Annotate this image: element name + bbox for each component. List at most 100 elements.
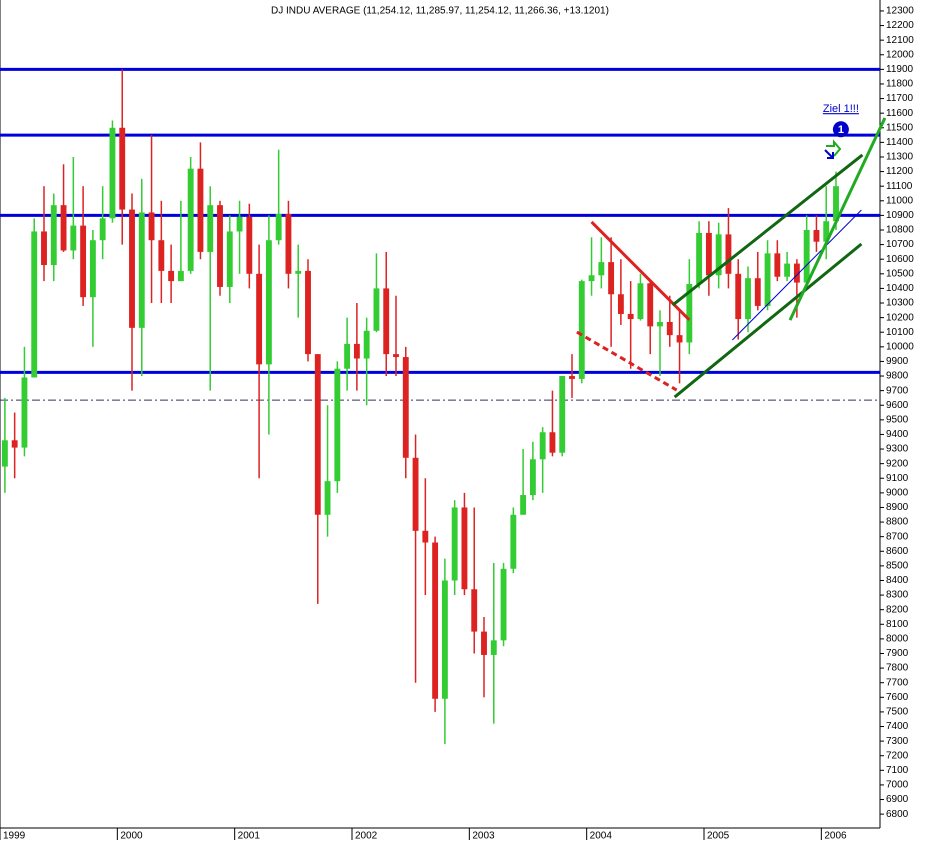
candle-body (647, 283, 654, 327)
y-tick-label: 11300 (886, 152, 914, 163)
candle-body (256, 273, 263, 365)
candle-body (119, 127, 126, 210)
y-tick-label: 9300 (886, 444, 909, 455)
y-tick-label: 7700 (886, 677, 909, 688)
candle-body (402, 357, 409, 458)
candle-body (314, 354, 321, 515)
x-tick-label: 2001 (238, 831, 261, 842)
candle-body (441, 580, 448, 699)
y-tick-label: 8600 (886, 546, 909, 557)
candle-body (383, 288, 390, 355)
candle-body (373, 288, 380, 331)
candle-body (50, 205, 57, 266)
y-tick-label: 6800 (886, 809, 909, 820)
candle-body (461, 507, 468, 590)
candle-body (813, 230, 820, 242)
y-tick-label: 11800 (886, 79, 914, 90)
candle-body (471, 589, 478, 632)
y-tick-label: 10300 (886, 298, 914, 309)
candle-body (754, 278, 761, 306)
candle-body (823, 221, 830, 242)
y-tick-label: 11000 (886, 195, 914, 206)
candle-body (598, 262, 605, 276)
y-tick-label: 10200 (886, 312, 914, 323)
candle-body (608, 262, 615, 295)
y-tick-label: 6900 (886, 794, 909, 805)
candle-body (500, 568, 507, 641)
candle-body (725, 234, 732, 274)
candle-body (422, 530, 429, 543)
candle-body (676, 335, 683, 343)
x-tick-label: 2004 (590, 831, 613, 842)
candle-body (529, 459, 536, 496)
candle-body (735, 273, 742, 320)
y-tick-label: 10400 (886, 283, 914, 294)
candle-body (715, 234, 722, 276)
y-tick-label: 11700 (886, 93, 914, 104)
candle-body (295, 270, 302, 274)
candle-body (774, 253, 781, 277)
trend-line (671, 153, 864, 307)
y-tick-label: 7300 (886, 736, 909, 747)
candle-body (696, 232, 703, 285)
candle-body (305, 270, 311, 355)
arrow-icon (824, 139, 842, 159)
candle-body (578, 281, 585, 379)
y-tick-label: 11500 (886, 122, 914, 133)
candle-body (784, 263, 791, 277)
y-tick-label: 9400 (886, 429, 909, 440)
candle-body (745, 278, 751, 320)
x-tick-label: 2006 (824, 831, 847, 842)
candle-body (11, 440, 18, 448)
candle-body (705, 232, 712, 276)
candle-body (129, 209, 135, 328)
y-tick-label: 9600 (886, 400, 909, 411)
candle-body (432, 542, 439, 699)
candle-body (559, 376, 566, 453)
y-tick-label: 11400 (886, 137, 914, 148)
x-tick-label: 2000 (120, 831, 143, 842)
x-tick-label: 2003 (472, 831, 495, 842)
marker (832, 121, 849, 138)
y-tick-label: 7900 (886, 648, 909, 659)
candle-body (569, 376, 575, 379)
candle-body (31, 231, 38, 378)
y-tick-label: 7100 (886, 765, 909, 776)
candle-body (627, 313, 634, 320)
candle-body (207, 205, 214, 252)
candle-body (285, 213, 292, 274)
candle-body (41, 231, 47, 266)
y-tick-label: 12200 (886, 20, 914, 31)
candle-body (412, 457, 419, 531)
y-tick-label: 12300 (886, 6, 914, 17)
x-tick-label: 2005 (707, 831, 730, 842)
candle-body (803, 230, 810, 283)
trend-line (673, 242, 863, 399)
candle-body (588, 275, 595, 282)
candle-body (60, 205, 67, 251)
trend-line (576, 330, 678, 392)
annotation: Ziel 1!!! (823, 103, 859, 115)
candle-body (1, 440, 8, 467)
candle-body (451, 507, 458, 581)
y-tick-label: 10700 (886, 239, 914, 250)
chart-title: DJ INDU AVERAGE (11,254.12, 11,285.97, 1… (271, 6, 609, 17)
candle-body (217, 205, 223, 287)
y-tick-label: 9800 (886, 371, 909, 382)
x-tick-label: 1999 (3, 831, 26, 842)
y-tick-label: 11600 (886, 108, 914, 119)
y-tick-label: 8800 (886, 517, 909, 528)
candle-body (510, 514, 517, 569)
candle-body (686, 284, 693, 343)
y-tick-label: 8400 (886, 575, 909, 586)
candle-body (70, 225, 77, 251)
y-tick-label: 12100 (886, 35, 914, 46)
y-tick-label: 7400 (886, 721, 909, 732)
y-tick-label: 9000 (886, 487, 909, 498)
candle-body (539, 432, 546, 460)
candle-body (490, 640, 497, 655)
y-tick-label: 9100 (886, 473, 909, 484)
y-tick-label: 8900 (886, 502, 909, 513)
y-tick-label: 8200 (886, 604, 909, 615)
